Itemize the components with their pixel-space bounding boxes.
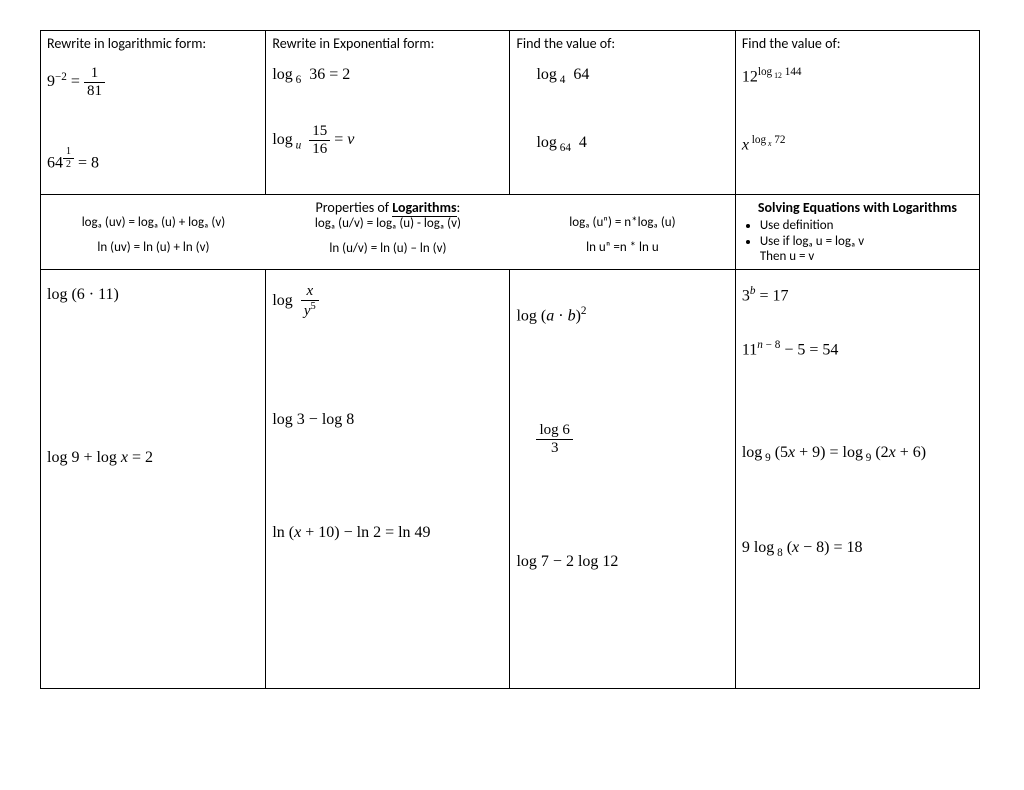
props-title-post: : [457, 199, 461, 216]
bullet2b-text: Then u = v [760, 249, 814, 264]
r1c2-header: Rewrite in Exponential form: [272, 35, 503, 60]
r3c3-eq2: log 63 [516, 413, 728, 456]
solving-bullets: Use definition Use if logₐ u = logₐ v Th… [760, 218, 973, 264]
r3c3-eq3: log 7 − 2 log 12 [516, 541, 728, 573]
r1c4-eq2: x log x 72 [742, 104, 973, 172]
props-title-pre: Properties of [316, 199, 393, 216]
r3c1-eq1: log (6 · 11) [47, 274, 259, 306]
props-title-bold: Logarithms [392, 199, 456, 217]
r3c4-eq3: log 9 (5x + 9) = log 9 (2x + 6) [742, 432, 973, 467]
r1c1-eq1: 9−2 = 181 [47, 60, 259, 117]
r3c1: log (6 · 11) log 9 + log x = 2 [41, 270, 266, 689]
r3c4: 3b = 17 11n − 8 − 5 = 54 log 9 (5x + 9) … [735, 270, 979, 689]
r3c2: log xy5 log 3 − log 8 ln (x + 10) − ln 2… [266, 270, 510, 689]
r3c4-eq1: 3b = 17 [742, 274, 973, 308]
r2c4: Solving Equations with Logarithms Use de… [735, 195, 979, 270]
r3c2-eq3: ln (x + 10) − ln 2 = ln 49 [272, 512, 503, 544]
r1c4-eq1: 12log 12 144 [742, 60, 973, 104]
prop3-line2: ln uⁿ =n * ln u [516, 240, 729, 255]
r3c4-eq4: 9 log 8 (x − 8) = 18 [742, 527, 973, 562]
r3c3: log (a · b)2 log 63 log 7 − 2 log 12 [510, 270, 735, 689]
prop2-line2: ln (u/v) = ln (u) – ln (v) [272, 241, 504, 256]
r3c1-eq2: log 9 + log x = 2 [47, 437, 259, 469]
r1c3-eq1: log 4 64 [516, 60, 728, 104]
prop3-line1: logₐ (uⁿ) = n*logₐ (u) [516, 215, 729, 230]
r1c1-eq2: 6412 = 8 [47, 117, 259, 190]
props-title: Properties of Logarithms: [272, 199, 504, 216]
r2c3: logₐ (uⁿ) = n*logₐ (u) ln uⁿ =n * ln u [510, 195, 735, 270]
bullet2: Use if logₐ u = logₐ v Then u = v [760, 234, 973, 264]
r3c3-eq1: log (a · b)2 [516, 294, 728, 328]
r2c2: Properties of Logarithms: logₐ (u/v) = l… [266, 195, 510, 270]
r1c2: Rewrite in Exponential form: log 6 36 = … [266, 31, 510, 195]
r1c4-header: Find the value of: [742, 35, 973, 60]
prop2-line1: logₐ (u/v) = logₐ (u) - logₐ (v) [272, 216, 504, 231]
r1c3-header: Find the value of: [516, 35, 728, 60]
bullet1: Use definition [760, 218, 973, 233]
r1c3: Find the value of: log 4 64 log 64 4 [510, 31, 735, 195]
r1c2-eq1: log 6 36 = 2 [272, 60, 503, 104]
r1c4: Find the value of: 12log 12 144 x log x … [735, 31, 979, 195]
r1c1-header: Rewrite in logarithmic form: [47, 35, 259, 60]
r3c2-eq2: log 3 − log 8 [272, 399, 503, 431]
r2c1: logₐ (uv) = logₐ (u) + logₐ (v) ln (uv) … [41, 195, 266, 270]
bullet2-text: Use if logₐ u = logₐ v [760, 234, 864, 249]
solving-title: Solving Equations with Logarithms [758, 199, 957, 216]
r3c4-eq2: 11n − 8 − 5 = 54 [742, 328, 973, 362]
r1c3-eq2: log 64 4 [516, 104, 728, 172]
prop1-line2: ln (uv) = ln (u) + ln (v) [47, 240, 260, 255]
r1c1: Rewrite in logarithmic form: 9−2 = 181 6… [41, 31, 266, 195]
r3c2-eq1: log xy5 [272, 274, 503, 319]
r1c2-eq2: log u 1516 = v [272, 104, 503, 175]
worksheet-table: Rewrite in logarithmic form: 9−2 = 181 6… [40, 30, 980, 689]
prop1-line1: logₐ (uv) = logₐ (u) + logₐ (v) [47, 215, 260, 230]
